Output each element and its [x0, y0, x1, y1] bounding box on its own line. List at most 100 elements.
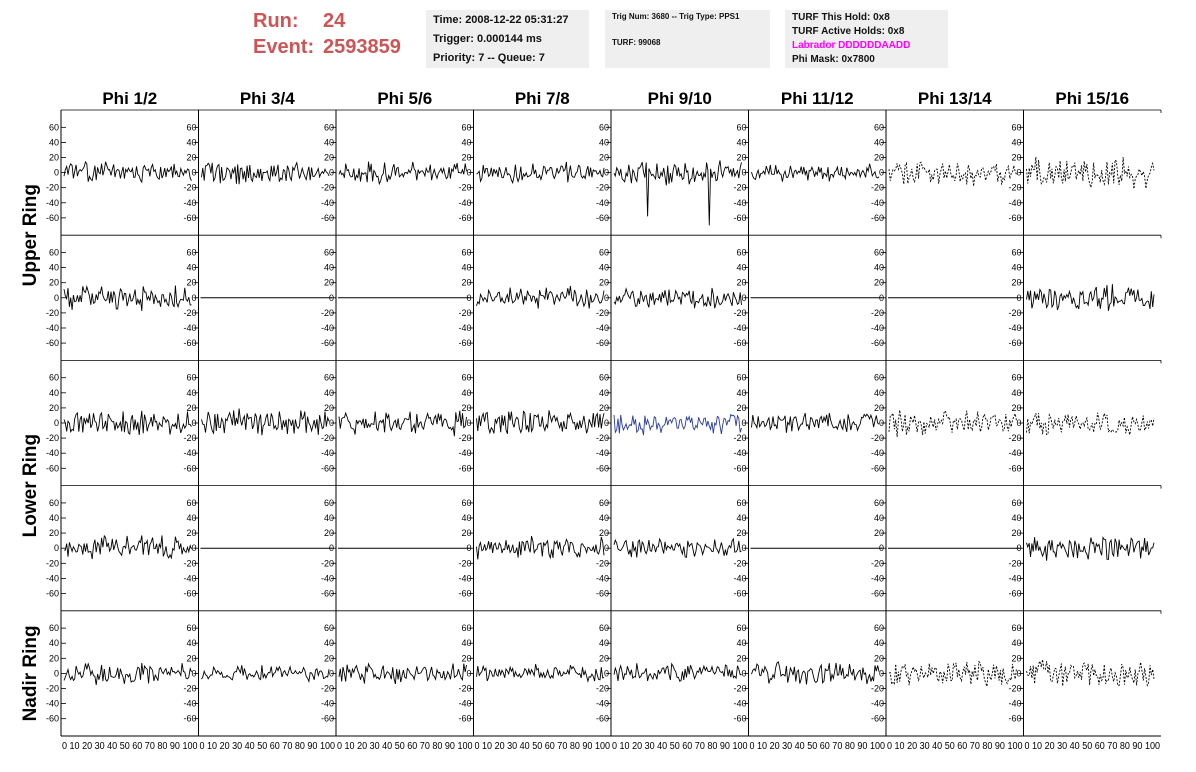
y-tick-label: 0: [54, 543, 59, 553]
y-tick-label: 0: [879, 168, 884, 178]
y-tick-label: 20: [461, 653, 471, 663]
y-tick-label: 40: [49, 263, 59, 273]
run-label: Run:: [253, 10, 299, 32]
y-tick-label: 0: [466, 168, 471, 178]
y-tick-label: 0: [741, 418, 746, 428]
y-tick-label: -20: [1008, 558, 1021, 568]
y-tick-label: 20: [1011, 278, 1021, 288]
y-tick-label: 40: [1011, 638, 1021, 648]
waveform-trace: [476, 535, 605, 560]
y-tick-label: 0: [879, 668, 884, 678]
y-tick-label: 40: [599, 513, 609, 523]
y-tick-label: 20: [49, 403, 59, 413]
y-tick-label: -20: [596, 433, 609, 443]
y-tick-label: 60: [186, 122, 196, 132]
y-tick-label: 60: [1011, 373, 1021, 383]
y-tick-label: 20: [461, 403, 471, 413]
y-tick-label: -40: [596, 699, 609, 709]
y-tick-label: 40: [461, 263, 471, 273]
waveform-trace: [338, 161, 467, 186]
y-tick-label: -20: [1008, 683, 1021, 693]
y-tick-label: 20: [324, 403, 334, 413]
y-tick-label: 20: [599, 653, 609, 663]
y-tick-label: 20: [324, 528, 334, 538]
y-tick-label: 60: [49, 122, 59, 132]
y-tick-label: 0: [329, 168, 334, 178]
y-tick-label: 20: [874, 278, 884, 288]
y-tick-label: -40: [871, 198, 884, 208]
y-tick-label: -20: [46, 558, 59, 568]
y-tick-label: 0: [879, 293, 884, 303]
y-tick-label: 40: [186, 263, 196, 273]
waveform-trace: [751, 661, 880, 685]
y-tick-label: 40: [1011, 388, 1021, 398]
y-tick-label: -60: [871, 714, 884, 724]
waveform-trace: [751, 412, 880, 433]
phi-mask-text: Phi Mask: 0x7800: [792, 54, 875, 65]
run-line: Run: 24: [253, 8, 401, 34]
y-tick-label: -20: [321, 683, 334, 693]
y-tick-label: 20: [736, 528, 746, 538]
y-tick-label: 60: [1011, 248, 1021, 258]
waveform-trace: [1026, 411, 1155, 436]
y-tick-label: 0: [741, 293, 746, 303]
y-tick-label: 20: [49, 153, 59, 163]
y-tick-label: -20: [733, 183, 746, 193]
waveform-trace: [63, 534, 192, 560]
waveform-trace: [613, 662, 742, 682]
y-tick-label: 20: [461, 153, 471, 163]
waveform-trace: [1026, 284, 1155, 311]
waveform-trace: [201, 161, 330, 185]
waveform-trace: [613, 287, 742, 309]
y-tick-label: 20: [736, 403, 746, 413]
y-tick-label: -40: [596, 198, 609, 208]
y-tick-label: -40: [46, 573, 59, 583]
y-tick-label: 0: [741, 668, 746, 678]
y-tick-label: 20: [324, 278, 334, 288]
x-tick-label: 0 10 20 30 40 50 60 70 80 90 100: [1025, 741, 1161, 752]
y-tick-label: -20: [183, 558, 196, 568]
y-tick-label: -60: [183, 338, 196, 348]
y-tick-label: -60: [596, 213, 609, 223]
y-tick-label: -60: [871, 588, 884, 598]
y-tick-label: -60: [1008, 463, 1021, 473]
ring-label: Nadir Ring: [20, 625, 41, 721]
y-tick-label: -60: [321, 714, 334, 724]
y-tick-label: -60: [458, 213, 471, 223]
y-tick-label: -40: [1008, 198, 1021, 208]
y-tick-label: -60: [871, 338, 884, 348]
y-tick-label: -20: [183, 308, 196, 318]
y-tick-label: 0: [191, 543, 196, 553]
y-tick-label: 60: [49, 623, 59, 633]
y-tick-label: -40: [183, 573, 196, 583]
y-tick-label: -40: [733, 323, 746, 333]
y-tick-label: 20: [599, 278, 609, 288]
y-tick-label: 20: [49, 528, 59, 538]
y-tick-label: 60: [736, 248, 746, 258]
y-tick-label: 20: [49, 278, 59, 288]
y-tick-label: -60: [46, 213, 59, 223]
y-tick-label: -40: [46, 699, 59, 709]
y-tick-label: -40: [183, 699, 196, 709]
y-tick-label: 60: [1011, 498, 1021, 508]
y-tick-label: 0: [604, 293, 609, 303]
y-tick-label: -40: [46, 198, 59, 208]
event-label: Event:: [253, 36, 315, 58]
y-tick-label: 60: [736, 373, 746, 383]
y-tick-label: -40: [733, 448, 746, 458]
y-tick-label: 0: [191, 293, 196, 303]
y-tick-label: -20: [183, 433, 196, 443]
y-tick-label: 0: [604, 543, 609, 553]
y-tick-label: 40: [461, 388, 471, 398]
x-tick-label: 0 10 20 30 40 50 60 70 80 90 100: [200, 741, 336, 752]
waveform-trace: [476, 161, 605, 185]
y-tick-label: 20: [461, 278, 471, 288]
y-tick-label: -20: [321, 558, 334, 568]
ring-label: Upper Ring: [20, 184, 41, 286]
y-tick-label: 40: [1011, 137, 1021, 147]
y-tick-label: 60: [324, 122, 334, 132]
y-tick-label: -60: [46, 714, 59, 724]
y-tick-label: 40: [874, 388, 884, 398]
x-tick-label: 0 10 20 30 40 50 60 70 80 90 100: [62, 741, 198, 752]
y-tick-label: 40: [874, 263, 884, 273]
